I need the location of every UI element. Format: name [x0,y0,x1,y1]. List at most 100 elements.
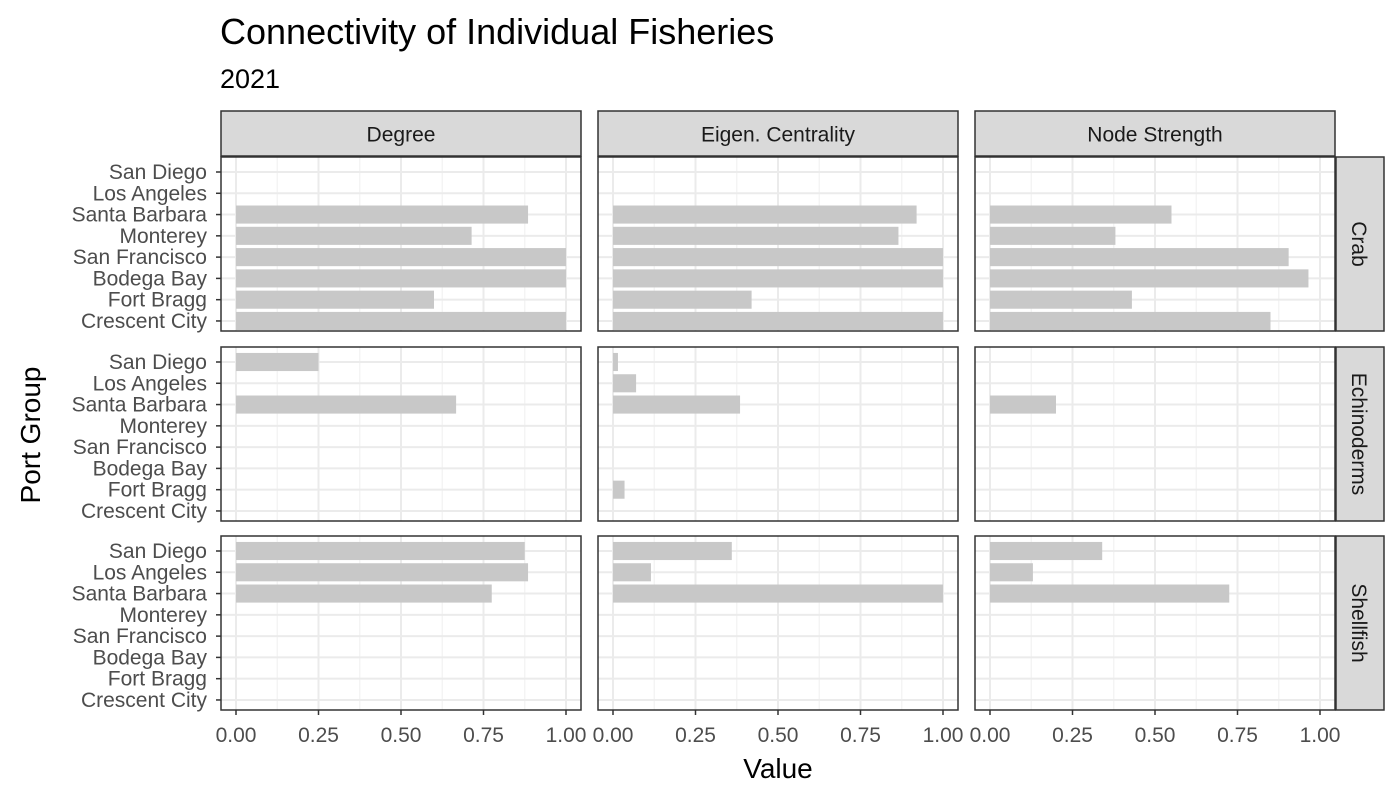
y-tick-label: Santa Barbara [72,583,208,606]
bar-san-diego [236,352,319,372]
bar-san-diego [990,541,1103,561]
y-axis-title: Port Group [15,367,46,504]
bar-bodega-bay [613,269,943,288]
bar-crescent-city [236,311,566,331]
y-tick-label: Santa Barbara [72,394,208,417]
y-tick-label: Fort Bragg [108,289,207,312]
x-tick-label: 1.00 [1300,724,1341,747]
strip-eigen-centrality [597,110,959,157]
bar-santa-barbara [613,205,917,224]
panel-node-strength-crab [974,156,1336,332]
bar-san-francisco [236,248,566,267]
x-tick-label: 1.00 [546,724,587,747]
bar-santa-barbara [236,205,529,224]
bar-santa-barbara [990,205,1172,224]
bar-crescent-city [990,311,1271,331]
bar-monterey [990,226,1116,245]
bar-santa-barbara [990,584,1230,603]
x-tick-label: 0.50 [758,724,799,747]
strip-label-eigen-centrality: Eigen. Centrality [701,124,856,147]
x-tick-label: 0.00 [593,724,634,747]
bar-santa-barbara [613,584,943,603]
x-tick-label: 0.75 [1217,724,1258,747]
y-tick-label: Monterey [119,604,207,627]
bar-san-francisco [990,248,1289,267]
strip-shellfish [1335,535,1385,711]
strip-label-echinoderms: Echinoderms [1347,373,1370,496]
y-tick-label: San Francisco [73,246,207,269]
x-tick-label: 0.25 [1052,724,1093,747]
y-tick-label: Los Angeles [93,561,207,584]
bar-fort-bragg [990,290,1132,309]
bar-fort-bragg [236,290,434,309]
x-tick-label: 0.50 [1135,724,1176,747]
bar-bodega-bay [236,269,566,288]
y-tick-label: Monterey [119,415,207,438]
y-tick-label: Bodega Bay [93,457,208,480]
bar-crescent-city [613,311,943,331]
x-tick-label: 0.75 [840,724,881,747]
bar-santa-barbara [990,395,1056,414]
chart-subtitle: 2021 [220,64,280,94]
panel-node-strength-echinoderms [974,346,1336,522]
x-tick-label: 0.00 [970,724,1011,747]
bar-san-diego [236,541,525,561]
strip-label-node-strength: Node Strength [1087,124,1222,147]
x-tick-label: 0.50 [381,724,422,747]
panel-degree-echinoderms [220,346,582,522]
bar-santa-barbara [236,584,492,603]
y-tick-label: Fort Bragg [108,479,207,502]
strip-degree [220,110,582,157]
y-tick-label: Los Angeles [93,182,207,205]
bar-san-diego [613,352,618,372]
bar-monterey [236,226,472,245]
y-tick-label: San Diego [109,161,207,184]
y-tick-label: San Francisco [73,625,207,648]
y-tick-label: Crescent City [81,310,208,333]
panel-border [220,346,582,522]
panel-border [220,156,582,332]
x-tick-label: 0.75 [463,724,504,747]
bar-santa-barbara [236,395,457,414]
panel-border [974,346,1336,522]
panel-degree-shellfish [220,535,582,711]
x-tick-label: 1.00 [923,724,964,747]
strip-echinoderms [1335,346,1385,522]
panel-eigen-centrality-echinoderms [597,346,959,522]
bar-los-angeles [236,563,529,582]
x-tick-label: 0.00 [216,724,257,747]
y-tick-label: Monterey [119,225,207,248]
y-tick-label: Santa Barbara [72,204,208,227]
bar-fort-bragg [613,290,752,309]
bar-monterey [613,226,899,245]
bar-san-francisco [613,248,943,267]
strip-label-shellfish: Shellfish [1347,583,1370,662]
panel-border [597,156,959,332]
chart-title: Connectivity of Individual Fisheries [220,11,774,52]
x-axis-title: Value [743,753,813,784]
bar-bodega-bay [990,269,1309,288]
x-tick-label: 0.25 [298,724,339,747]
strip-crab [1335,156,1385,332]
bar-fort-bragg [613,480,625,499]
y-tick-label: Crescent City [81,500,208,523]
panel-border [974,156,1336,332]
panel-node-strength-shellfish [974,535,1336,711]
y-tick-label: San Francisco [73,436,207,459]
strip-label-crab: Crab [1347,221,1370,267]
strip-node-strength [974,110,1336,157]
y-tick-label: San Diego [109,351,207,374]
x-tick-label: 0.25 [675,724,716,747]
bar-los-angeles [990,563,1033,582]
y-tick-label: San Diego [109,540,207,563]
y-tick-label: Fort Bragg [108,668,207,691]
y-tick-label: Los Angeles [93,372,207,395]
panel-eigen-centrality-shellfish [597,535,959,711]
panel-border [597,346,959,522]
y-tick-label: Bodega Bay [93,267,208,290]
strip-label-degree: Degree [367,124,436,147]
facet-panels: Degree Eigen. Centrality Node Strength Crab… [72,110,1385,747]
panel-degree-crab [220,156,582,332]
panel-eigen-centrality-crab [597,156,959,332]
